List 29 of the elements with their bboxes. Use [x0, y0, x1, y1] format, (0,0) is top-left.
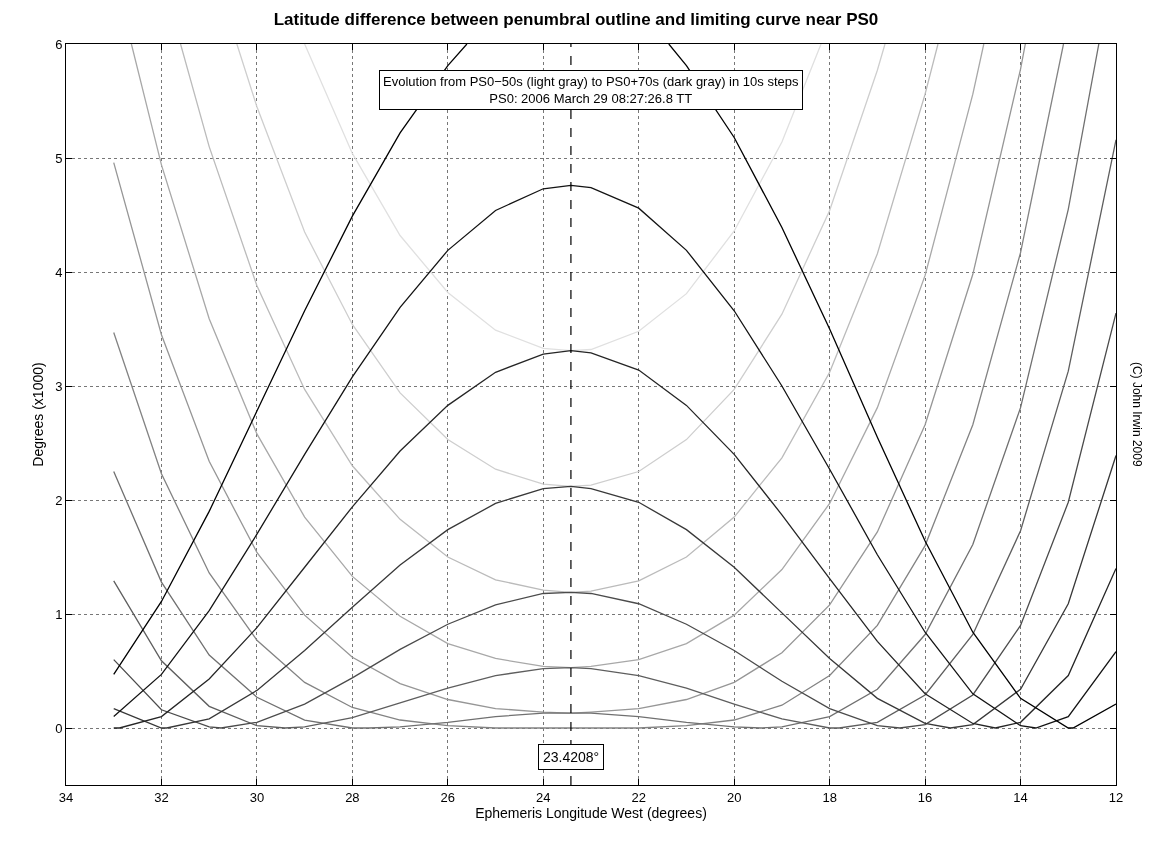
annotation: Evolution from PS0−50s (light gray) to PS0+70s (dark gray) in 10s steps PS0: 2006 March 29 08:27:26.8 TT: [383, 74, 799, 106]
x-axis-title: Ephemeris Longitude West (degrees): [475, 804, 707, 821]
x-tick-label: 14: [1013, 789, 1028, 805]
ref-line-label: 23.4208°: [543, 749, 600, 765]
y-tick-label: 1: [55, 606, 63, 622]
y-tick-label: 2: [55, 492, 63, 508]
y-tick-label: 4: [55, 264, 63, 280]
line-series: [113, 454, 1116, 729]
x-tick-label: 30: [249, 789, 265, 805]
x-tick-label: 18: [822, 789, 837, 805]
x-tick-label: 22: [631, 789, 646, 805]
x-tick-label: 26: [440, 789, 456, 805]
line-series: [236, 44, 886, 487]
y-axis-title: Degrees (x1000): [29, 362, 46, 467]
line-series: [179, 44, 939, 593]
x-tick-label: 28: [345, 789, 360, 805]
line-series: [303, 44, 822, 352]
x-tick-label: 34: [58, 789, 74, 805]
x-tick-label: 32: [154, 789, 169, 805]
text: (C) John Irwin 2009: [1130, 361, 1145, 467]
x-tick-label: 24: [536, 789, 551, 805]
y-tick-label: 0: [55, 720, 63, 736]
x-tick-label: 12: [1108, 789, 1124, 805]
y-tick-label: 6: [55, 36, 63, 52]
y-tick-label: 5: [55, 150, 63, 166]
y-tick-label: 3: [55, 378, 63, 394]
x-tick-label: 16: [917, 789, 933, 805]
x-tick-label: 20: [726, 789, 742, 805]
chart-title: Latitude difference between penumbral outline and limiting curve near PS0: [273, 9, 879, 29]
